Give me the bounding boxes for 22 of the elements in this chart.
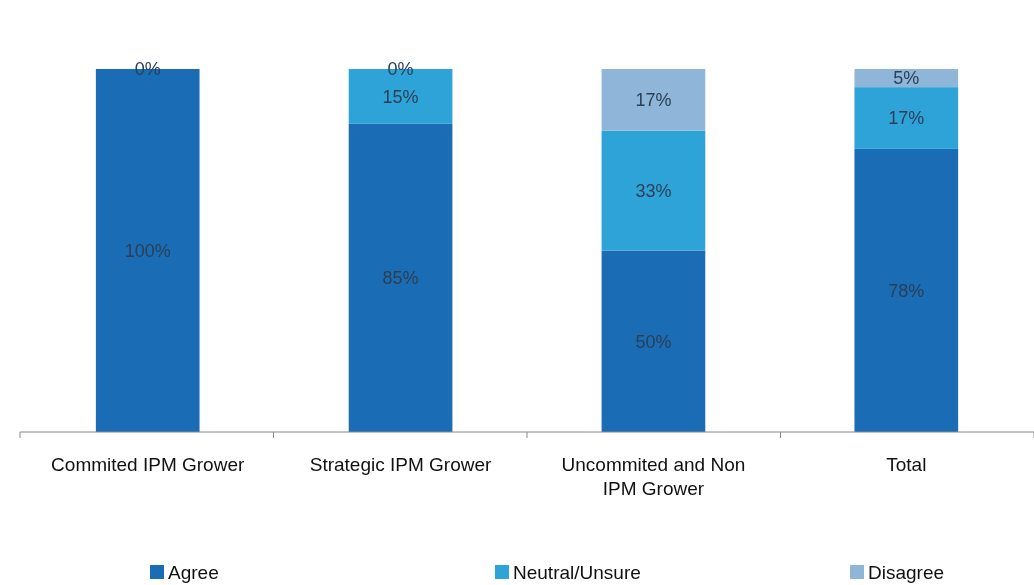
data-label: 78%	[888, 280, 925, 301]
x-tick-label: Commited IPM Grower	[51, 453, 245, 475]
legend-label: Agree	[168, 561, 219, 583]
data-label: 17%	[888, 108, 925, 129]
data-label: 85%	[382, 268, 419, 289]
bar	[601, 250, 706, 432]
x-tick-label: Strategic IPM Grower	[309, 453, 493, 475]
bar	[601, 130, 706, 251]
legend-label: Disagree	[868, 561, 945, 583]
bar	[854, 87, 959, 149]
bar	[601, 69, 706, 131]
bar	[854, 148, 959, 432]
bar	[348, 123, 453, 432]
data-label: 17%	[635, 90, 672, 111]
data-label: 15%	[382, 86, 419, 107]
legend-label: Neutral/Unsure	[513, 561, 641, 583]
data-label: 100%	[124, 240, 171, 261]
data-label: 5%	[893, 68, 920, 89]
x-tick-label: Total	[886, 453, 927, 475]
x-tick-label: Uncommited and Non IPM Grower	[561, 453, 746, 500]
data-label: 33%	[635, 180, 672, 201]
data-label: 50%	[635, 331, 672, 352]
